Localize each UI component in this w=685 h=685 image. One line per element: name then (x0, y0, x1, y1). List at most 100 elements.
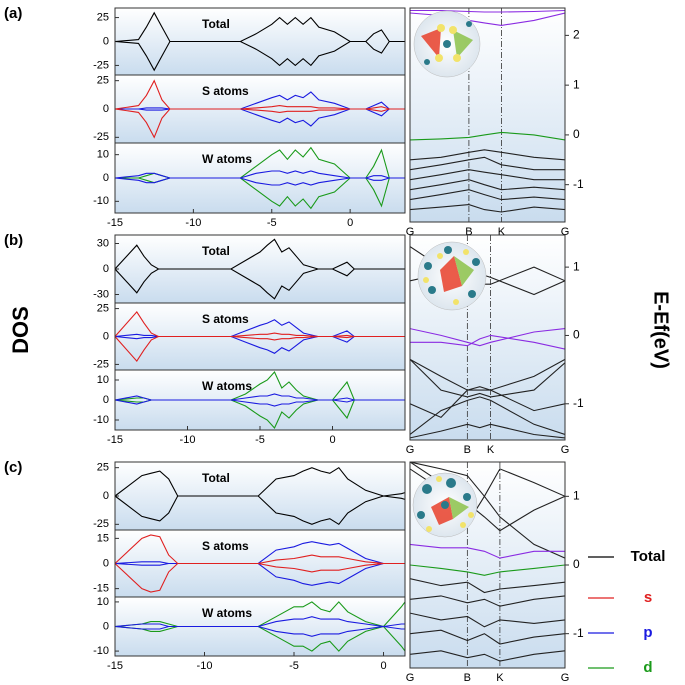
y-axis-title: DOS (8, 306, 33, 354)
panel-label: (c) (4, 459, 22, 476)
subplot-label: Total (202, 17, 230, 31)
dos-line (115, 335, 405, 354)
x-tick-label: B (464, 444, 471, 456)
y-tick-label: 0 (573, 557, 580, 571)
y-tick-label: -1 (573, 396, 584, 410)
x-tick-label: -5 (255, 434, 265, 446)
y-tick-label: -1 (573, 626, 584, 640)
y-tick-label: 10 (97, 596, 109, 608)
band-line (410, 131, 565, 141)
plot-frame (409, 234, 566, 441)
dos-line (115, 399, 405, 407)
y-tick-label: 0 (103, 490, 109, 502)
y-tick-label: 0 (103, 330, 109, 342)
dos-line (115, 177, 405, 186)
subplot-label: W atoms (202, 379, 252, 393)
y-tick-label: 2 (573, 28, 580, 42)
y-tick-label: 1 (573, 489, 580, 503)
dos-line (115, 625, 405, 637)
y-tick-label: -10 (93, 645, 109, 657)
band-line (410, 650, 565, 662)
subplot-label: W atoms (202, 152, 252, 166)
plot-frame (409, 7, 566, 223)
panel-label: (a) (4, 5, 22, 22)
x-tick-label: B (464, 672, 471, 684)
dos-line (115, 562, 405, 586)
y-tick-label: -10 (93, 414, 109, 426)
dos-line (115, 11, 405, 43)
x-tick-label: -10 (180, 434, 196, 446)
dos-line (115, 319, 405, 338)
band-line (410, 629, 565, 645)
band-line (410, 564, 565, 576)
dos-line (115, 91, 405, 110)
x-tick-label: -15 (107, 217, 123, 229)
y-tick-label: 25 (97, 302, 109, 314)
dos-line (115, 466, 405, 497)
subplot-label: S atoms (202, 84, 249, 98)
x-tick-label: -15 (107, 434, 123, 446)
dos-line (115, 310, 405, 338)
x-tick-label: G (561, 444, 570, 456)
y-tick-label: -25 (93, 131, 109, 143)
dos-line (115, 108, 405, 127)
subplot-label: Total (202, 244, 230, 258)
dos-line (115, 495, 405, 526)
structure-inset (417, 241, 487, 311)
band-line (410, 595, 565, 607)
y-tick-label: 1 (573, 77, 580, 91)
structure-insets (412, 10, 487, 538)
y-tick-label: 10 (97, 149, 109, 161)
dos-line (115, 625, 405, 652)
x-tick-label: 0 (380, 660, 386, 672)
y-tick-label: 0 (103, 35, 109, 47)
dos-line (115, 170, 405, 179)
legend-label: d (643, 659, 652, 676)
band-line (410, 189, 565, 201)
y-tick-label: 0 (573, 127, 580, 141)
y-tick-label: -25 (93, 358, 109, 370)
band-line (410, 204, 565, 213)
x-tick-label: G (561, 226, 570, 238)
band-line (410, 612, 565, 628)
band-line (410, 334, 565, 350)
plot-frame (114, 596, 406, 657)
subplot-label: W atoms (202, 606, 252, 620)
x-tick-label: G (406, 444, 415, 456)
y-tick-label: -15 (93, 583, 109, 595)
band-line (410, 396, 565, 436)
x-tick-label: G (406, 672, 415, 684)
subplot-label: Total (202, 471, 230, 485)
y-tick-label: 25 (97, 11, 109, 23)
dos-line (115, 534, 405, 565)
x-tick-label: -15 (107, 660, 123, 672)
y2-axis-title: E-Ef(eV) (650, 291, 672, 369)
band-line (410, 169, 565, 181)
y-tick-label: -10 (93, 195, 109, 207)
panel-label: (b) (4, 232, 23, 249)
legend-label: s (644, 589, 652, 606)
y-tick-label: 25 (97, 75, 109, 87)
band-line (410, 359, 565, 398)
dos-line (115, 268, 405, 300)
dos-line (115, 79, 405, 110)
y-tick-label: 0 (103, 557, 109, 569)
y-tick-label: -25 (93, 518, 109, 530)
band-line (410, 543, 565, 559)
y-tick-label: -25 (93, 59, 109, 71)
legend-label: p (643, 624, 652, 641)
band-line (410, 462, 565, 559)
y-tick-label: 0 (103, 263, 109, 275)
subplot-label: S atoms (202, 312, 249, 326)
y-tick-label: 0 (573, 328, 580, 342)
y-tick-label: 1 (573, 259, 580, 273)
dos-line (115, 238, 405, 270)
band-line (410, 149, 565, 161)
legend-label: Total (631, 548, 666, 565)
x-tick-label: G (406, 226, 415, 238)
dos-line (115, 562, 405, 593)
dos-line (115, 541, 405, 565)
dos-line (115, 335, 405, 363)
dos-line (115, 108, 405, 139)
